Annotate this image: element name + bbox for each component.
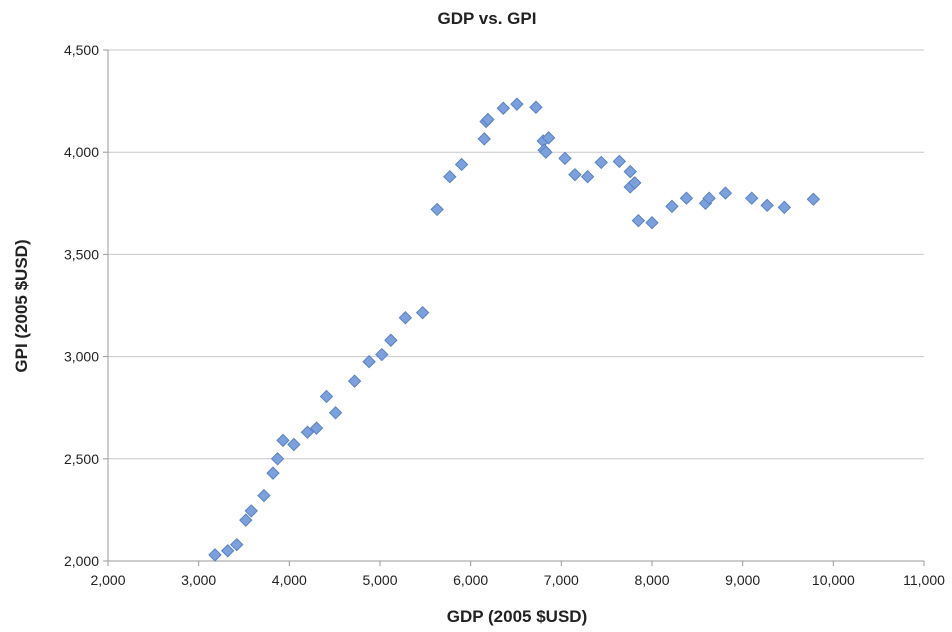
data-point	[266, 466, 280, 480]
data-point	[477, 132, 491, 146]
y-tick-label: 2,000	[64, 553, 99, 569]
data-point	[541, 131, 556, 145]
data-point	[384, 333, 398, 347]
data-point	[777, 200, 792, 215]
data-point	[510, 97, 524, 111]
data-point	[539, 145, 553, 159]
data-point	[208, 548, 222, 562]
data-point	[645, 216, 659, 230]
data-point	[702, 191, 716, 205]
x-tick-label: 7,000	[544, 572, 579, 588]
data-point	[347, 374, 362, 388]
data-point	[362, 355, 376, 369]
data-point	[454, 157, 469, 172]
data-point	[760, 198, 774, 213]
data-point	[558, 151, 572, 166]
data-point	[276, 433, 290, 448]
x-tick-label: 9,000	[725, 572, 760, 588]
data-point	[612, 154, 627, 169]
data-point	[623, 164, 637, 179]
data-point	[481, 112, 495, 127]
data-point	[745, 191, 759, 205]
data-point	[319, 389, 334, 404]
y-tick-labels: 2,000 2,500 3,000 3,500 4,000 4,500	[64, 42, 99, 569]
data-point	[270, 452, 285, 466]
data-point	[257, 488, 271, 503]
data-point	[806, 192, 821, 206]
data-point	[496, 101, 511, 115]
data-point	[580, 170, 595, 184]
data-point	[568, 167, 582, 182]
data-point	[628, 176, 642, 190]
x-tick-label: 2,000	[90, 572, 125, 588]
x-tick-label: 6,000	[453, 572, 488, 588]
data-point	[244, 504, 258, 518]
x-tick-label: 3,000	[181, 572, 216, 588]
x-tick-labels: 2,000 3,000 4,000 5,000 6,000 7,000 8,000 9,000…	[90, 572, 945, 588]
x-tick-label: 11,000	[903, 572, 945, 588]
data-point	[328, 406, 343, 420]
gridlines	[108, 49, 924, 460]
y-axis-title: GPI (2005 $USD)	[12, 239, 31, 372]
data-point	[718, 186, 733, 200]
data-point	[594, 155, 608, 170]
x-tick-label: 5,000	[362, 572, 397, 588]
data-point	[375, 347, 389, 362]
x-tick-label: 4,000	[272, 572, 307, 588]
y-tick-label: 4,000	[64, 144, 99, 160]
data-point	[679, 191, 694, 205]
y-tick-label: 2,500	[64, 451, 99, 467]
data-point	[443, 170, 457, 184]
data-point	[287, 437, 301, 452]
x-tick-label: 8,000	[634, 572, 669, 588]
axes	[103, 49, 925, 566]
y-tick-label: 3,000	[64, 349, 99, 365]
data-point	[631, 213, 646, 228]
data-point	[665, 199, 679, 214]
data-points	[208, 97, 821, 562]
y-tick-label: 4,500	[64, 42, 99, 58]
x-tick-label: 10,000	[812, 572, 855, 588]
data-point	[430, 202, 444, 217]
y-tick-label: 3,500	[64, 246, 99, 262]
data-point	[230, 537, 244, 552]
data-point	[239, 513, 253, 527]
data-point	[529, 100, 543, 114]
x-axis-title: GDP (2005 $USD)	[447, 607, 587, 626]
data-point	[398, 311, 413, 325]
data-point	[300, 425, 315, 439]
data-point	[415, 305, 430, 320]
data-point	[220, 544, 235, 558]
data-point	[309, 421, 324, 435]
chart-title: GDP vs. GPI	[438, 9, 537, 28]
